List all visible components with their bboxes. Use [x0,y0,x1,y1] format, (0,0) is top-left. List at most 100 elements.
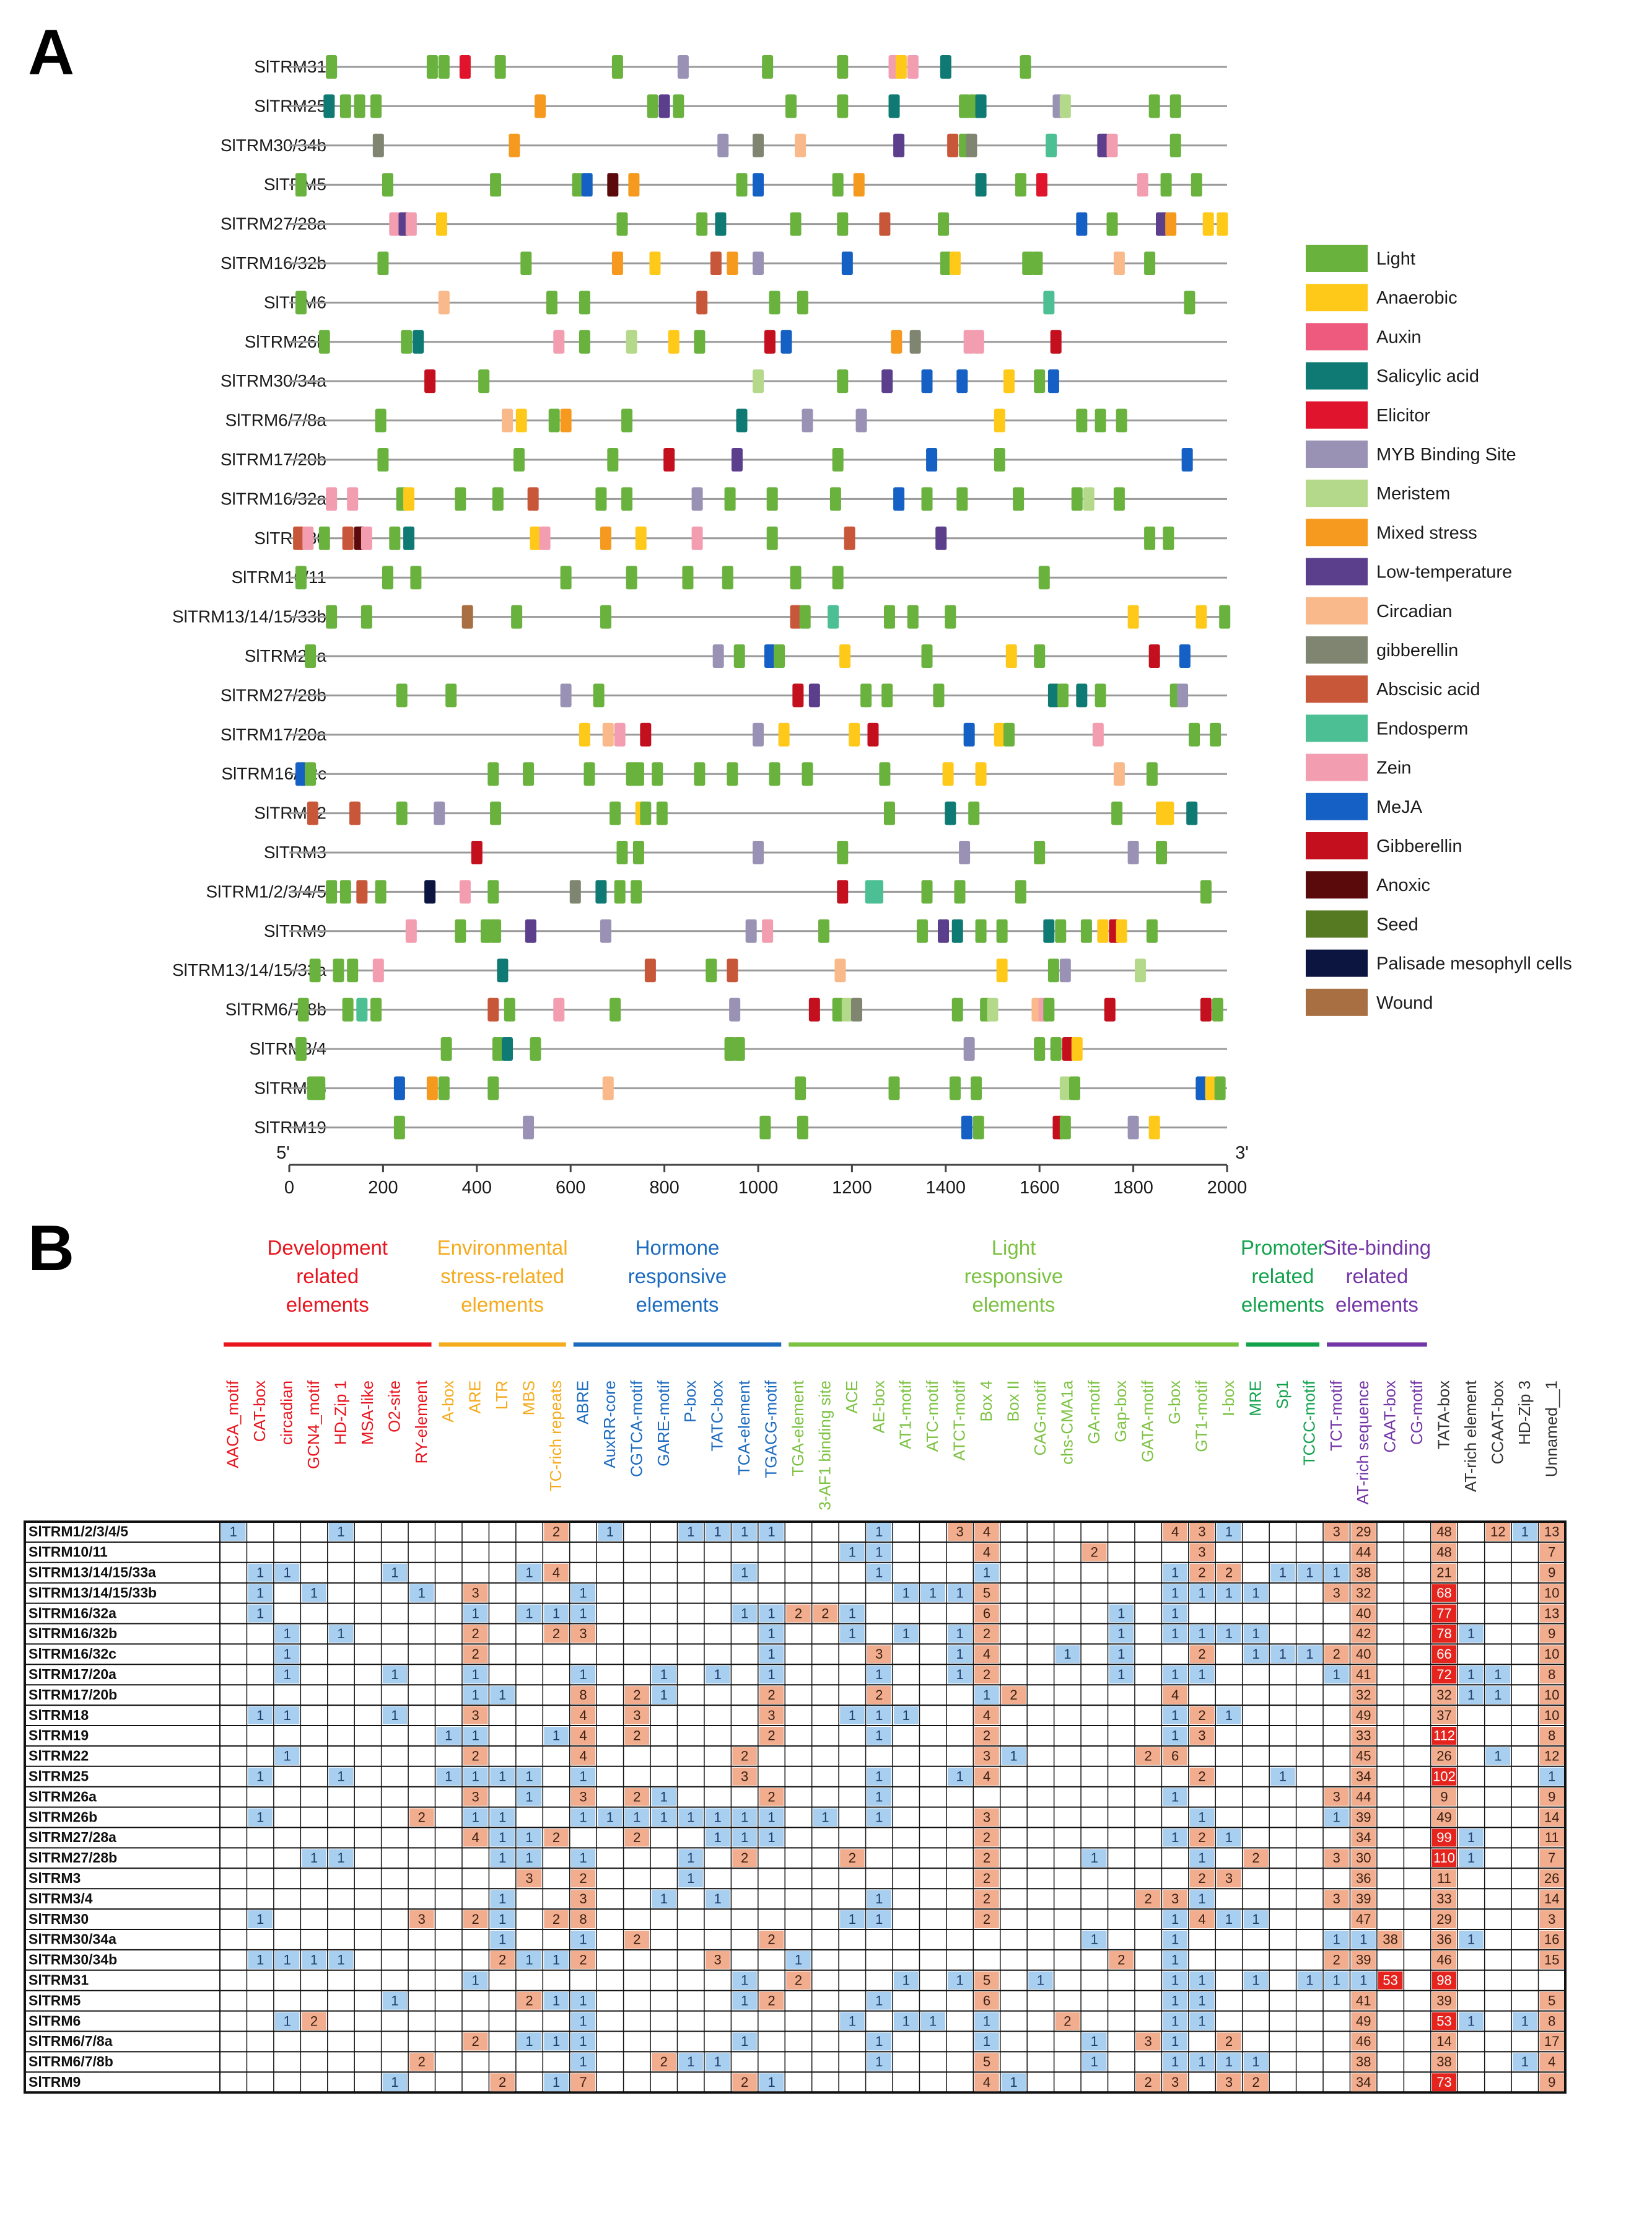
element-mark [888,1076,900,1100]
count-value: 4 [983,2074,990,2090]
count-value: 1 [283,1646,291,1662]
count-value: 2 [795,1605,802,1621]
count-value: 41 [1356,1667,1371,1682]
count-cell [759,1686,784,1704]
count-value: 1 [660,1891,668,1906]
element-mark [356,880,368,904]
count-value: 1 [767,1830,775,1845]
element-mark [600,526,611,550]
count-cell [1189,1849,1215,1867]
element-mark [372,959,384,983]
count-value: 1 [553,1605,560,1621]
count-value: 1 [687,1871,694,1886]
legend-swatch [1306,675,1368,703]
count-cell [1243,2073,1269,2092]
element-mark [733,1037,745,1061]
element-mark [849,722,860,747]
legend-swatch [1306,480,1368,507]
count-value: 1 [1198,1993,1205,2008]
count-cell [490,1931,515,1949]
count-value: 1 [956,1768,963,1784]
element-mark [361,526,372,550]
element-mark [795,133,806,157]
count-value: 21 [1436,1564,1451,1580]
legend-swatch [1306,832,1368,859]
column-header: ACE [842,1380,861,1413]
element-mark [459,55,471,79]
count-cell [1351,1767,1376,1786]
element-mark [626,330,637,354]
element-mark [1071,487,1083,511]
count-cell [759,2073,784,2092]
element-mark [774,644,785,668]
count-cell [570,2073,596,2092]
count-cell [1351,1747,1376,1765]
count-value: 1 [849,1911,856,1927]
count-cell [1431,1910,1457,1928]
element-mark [1202,212,1214,236]
count-cell [894,1584,919,1602]
count-value: 3 [767,1708,775,1723]
x-tick-label: 400 [462,1178,492,1198]
row-label: SlTRM6/7/8a [28,2033,113,2049]
element-mark [579,291,590,315]
element-mark [539,526,551,550]
element-mark [766,526,778,550]
element-mark [326,487,338,511]
count-cell [1539,1808,1564,1827]
element-mark [1137,173,1148,197]
count-value: 1 [1225,1911,1233,1927]
count-cell [1351,1869,1376,1888]
element-mark [403,526,415,550]
element-mark [1116,408,1127,432]
count-cell [1431,1931,1457,1949]
count-cell [1351,1523,1376,1541]
element-mark [691,526,703,550]
element-mark [525,919,536,943]
x-tick-label: 600 [556,1178,585,1198]
element-mark [602,722,614,747]
column-header: Unnamed__1 [1542,1380,1560,1477]
element-mark [579,330,590,354]
count-cell [570,1625,596,1643]
element-mark [1047,959,1059,983]
element-mark [1104,998,1116,1022]
count-cell [1351,1950,1376,1969]
count-value: 1 [741,1830,748,1845]
count-cell [1028,1971,1053,1990]
element-mark [1036,173,1047,197]
count-cell [463,1808,488,1827]
count-value: 1 [1521,2013,1529,2029]
count-value: 1 [875,1728,883,1744]
count-cell [1431,1991,1457,2010]
element-mark [610,801,621,825]
count-value: 7 [1548,1850,1555,1866]
count-value: 1 [337,1768,344,1784]
legend-label: MYB Binding Site [1376,445,1516,465]
element-mark [610,998,621,1022]
count-value: 2 [767,1687,775,1703]
count-value: 3 [1333,1850,1340,1866]
count-cell [1431,1971,1457,1990]
element-mark [797,1115,808,1139]
count-value: 37 [1436,1708,1451,1723]
count-cell [1163,1788,1187,1806]
count-value: 2 [472,1626,479,1641]
element-mark [546,291,557,315]
count-value: 5 [983,1972,990,1988]
count-cell [570,2053,596,2071]
element-mark [494,55,506,79]
count-value: 1 [1467,1830,1475,1845]
count-cell [544,2032,569,2051]
count-cell [1539,1767,1564,1786]
element-mark [1148,94,1160,118]
element-mark [438,1076,450,1100]
element-mark [595,487,607,511]
count-cell [1351,1849,1376,1867]
count-cell [1243,1645,1269,1664]
count-value: 1 [1091,2034,1098,2049]
x-tick-label: 200 [368,1178,398,1198]
element-mark [487,1076,499,1100]
legend-label: Abscisic acid [1376,680,1480,700]
element-mark [572,173,583,197]
